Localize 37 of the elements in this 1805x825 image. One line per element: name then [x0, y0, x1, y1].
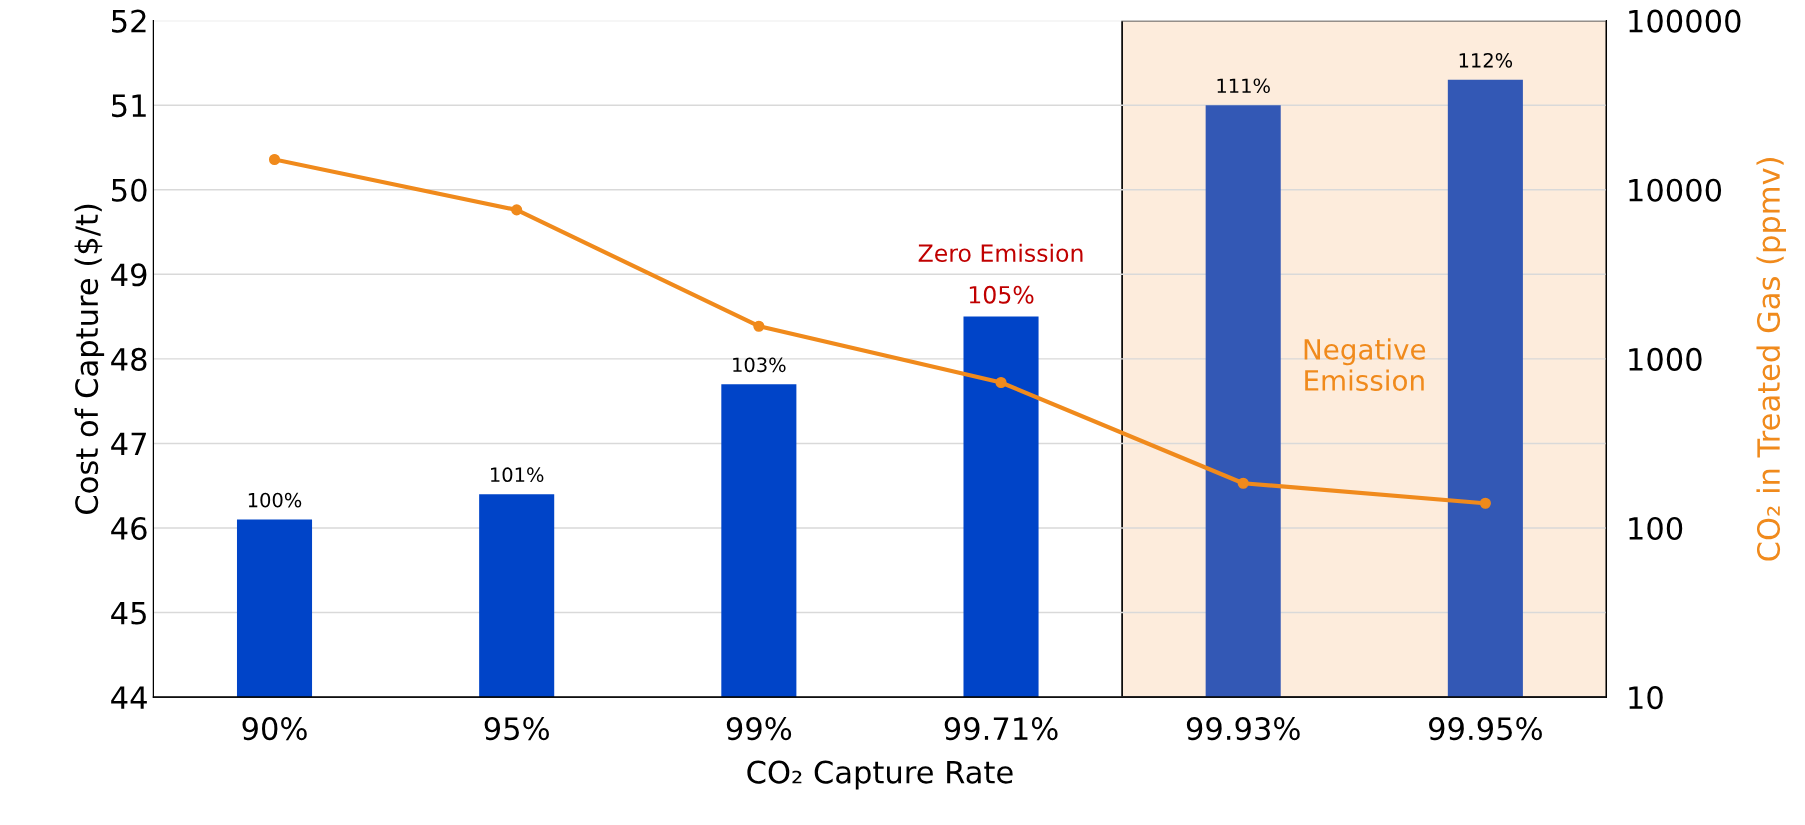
point [753, 320, 765, 332]
point [511, 204, 523, 216]
y-tick-label: 47 [111, 432, 146, 456]
x-tick-label: 99.71% [944, 717, 1058, 741]
y2-tick-label: 100000 [1629, 9, 1741, 33]
annotation: Zero Emission [918, 243, 1083, 263]
y2-axis-title: CO₂ in Treated Gas (ppmv) [1756, 158, 1786, 561]
x-tick-label: 95% [484, 717, 549, 741]
y2-tick-label: 10 [1629, 686, 1663, 710]
band-label: Negative Emission [1304, 338, 1426, 391]
y-tick-label: 50 [112, 178, 147, 202]
y-tick-label: 51 [112, 94, 146, 118]
annotation: 101% [491, 467, 544, 483]
y-tick-label: 45 [111, 601, 146, 625]
y-tick-label: 46 [111, 516, 147, 541]
y2-tick-label: 1000 [1629, 347, 1702, 371]
y-tick-label: 49 [111, 263, 147, 287]
x-tick-label: 90% [242, 717, 307, 741]
annotation: 103% [733, 357, 786, 373]
x-tick-label: 99.95% [1429, 717, 1542, 741]
point [1237, 477, 1249, 489]
x-tick-label: 99.93% [1186, 717, 1300, 741]
point [1479, 497, 1491, 509]
x-tick-label: 99% [726, 717, 792, 741]
point [995, 376, 1007, 389]
annotation: 111% [1217, 78, 1270, 94]
y-tick-label: 44 [111, 686, 147, 709]
y2-tick-label: 10000 [1629, 178, 1722, 202]
y-tick-label: 48 [111, 347, 147, 371]
annotation: 100% [248, 492, 302, 508]
annotation: 112% [1459, 53, 1513, 68]
point [268, 153, 281, 166]
x-axis-title: CO₂ Capture Rate [747, 760, 1013, 790]
y-axis-title: Cost of Capture ($/t) [74, 204, 105, 514]
y-tick-label: 52 [112, 9, 146, 33]
annotation: 105% [969, 285, 1034, 304]
y2-tick-label: 100 [1629, 516, 1683, 541]
